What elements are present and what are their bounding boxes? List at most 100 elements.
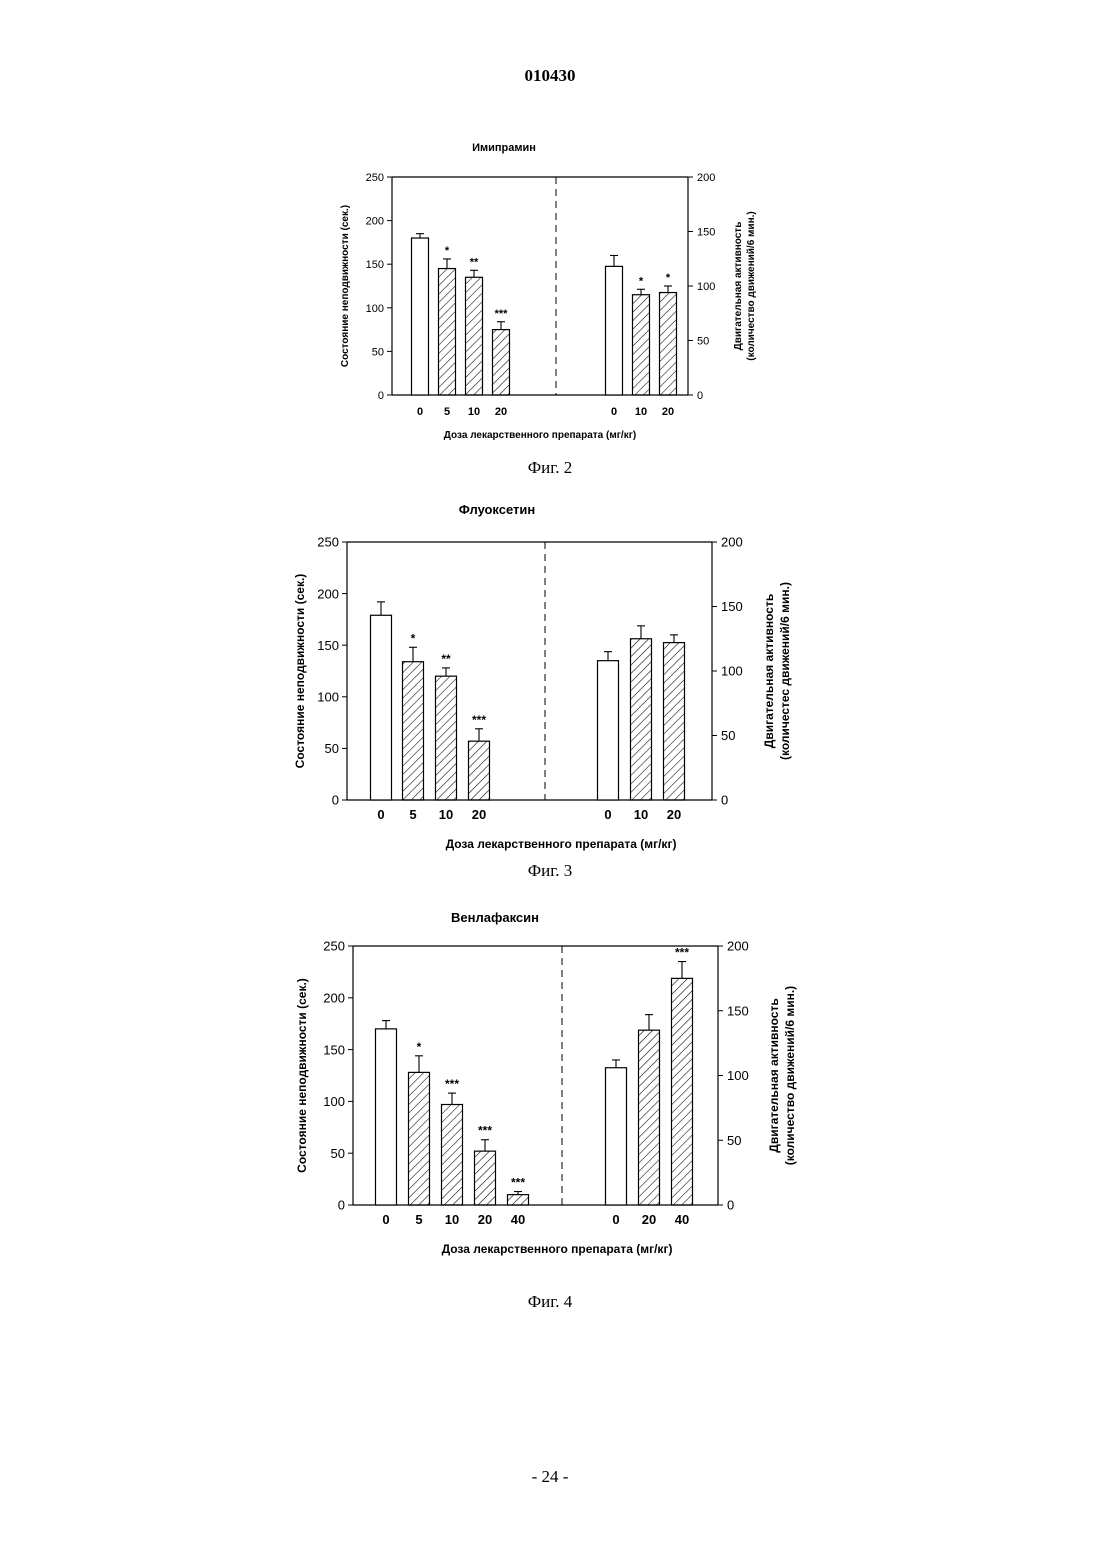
right-y-tick-label: 0 (697, 390, 703, 402)
left-x-tick-label: 5 (409, 807, 416, 822)
right-y-tick-label: 100 (727, 1068, 749, 1083)
left-bar-40 (508, 1195, 529, 1205)
right-bar-40 (672, 978, 693, 1205)
right-bar-20 (639, 1030, 660, 1205)
left-significance-marker: * (445, 245, 450, 257)
right-x-tick-label: 0 (611, 406, 617, 418)
right-x-tick-label: 0 (604, 807, 611, 822)
x-axis-label: Доза лекарственного препарата (мг/кг) (446, 837, 677, 851)
left-y-axis-label: Состояние неподвижности (сек.) (293, 574, 307, 769)
left-y-tick-label: 250 (366, 172, 384, 184)
right-y-tick-label: 50 (727, 1133, 741, 1148)
right-x-tick-label: 20 (662, 406, 674, 418)
left-x-tick-label: 0 (377, 807, 384, 822)
chart-title: Имипрамин (472, 142, 536, 154)
left-y-axis-label: Состояние неподвижности (сек.) (340, 205, 351, 367)
right-y-axis-label-line2: (количество движений/6 мин.) (746, 211, 757, 360)
document-number: 010430 (0, 66, 1100, 86)
x-axis-label: Доза лекарственного препарата (мг/кг) (444, 430, 636, 441)
right-y-tick-label: 100 (721, 664, 743, 679)
left-bar-10 (442, 1105, 463, 1205)
right-bar-0 (598, 661, 619, 800)
right-bar-10 (631, 639, 652, 800)
right-x-tick-label: 20 (642, 1212, 656, 1227)
figure-4-caption: Фиг. 4 (0, 1292, 1100, 1312)
venlafaxine-chart: Венлафаксин0501001502002500501001502000*… (0, 902, 1100, 1272)
left-x-tick-label: 20 (495, 406, 507, 418)
right-y-tick-label: 150 (721, 599, 743, 614)
left-bar-5 (439, 269, 456, 395)
left-y-tick-label: 50 (325, 741, 339, 756)
right-bar-20 (664, 643, 685, 800)
left-x-tick-label: 0 (417, 406, 423, 418)
right-x-tick-label: 0 (612, 1212, 619, 1227)
right-bar-10 (633, 295, 650, 395)
left-x-tick-label: 0 (382, 1212, 389, 1227)
left-significance-marker: *** (478, 1124, 492, 1138)
left-y-tick-label: 150 (323, 1042, 345, 1057)
page-number: - 24 - (0, 1467, 1100, 1487)
left-significance-marker: *** (445, 1077, 459, 1091)
left-x-tick-label: 10 (445, 1212, 459, 1227)
right-y-tick-label: 200 (697, 172, 715, 184)
right-x-tick-label: 10 (635, 406, 647, 418)
left-y-tick-label: 100 (323, 1094, 345, 1109)
figure-3-caption: Фиг. 3 (0, 861, 1100, 881)
right-y-tick-label: 0 (727, 1198, 734, 1213)
left-y-tick-label: 200 (317, 586, 339, 601)
right-y-tick-label: 150 (727, 1003, 749, 1018)
figure-2-caption: Фиг. 2 (0, 458, 1100, 478)
left-y-tick-label: 100 (317, 689, 339, 704)
left-significance-marker: * (411, 631, 416, 645)
left-significance-marker: * (417, 1040, 422, 1054)
right-bar-0 (606, 1068, 627, 1205)
right-x-tick-label: 10 (634, 807, 648, 822)
left-bar-20 (475, 1151, 496, 1205)
left-bar-20 (493, 330, 510, 395)
left-y-tick-label: 100 (366, 303, 384, 315)
right-y-tick-label: 200 (727, 939, 749, 954)
right-y-axis-label-line2: (количестес движений/6 мин.) (778, 582, 792, 760)
left-bar-0 (412, 238, 429, 395)
left-significance-marker: ** (470, 256, 479, 268)
right-y-axis-label-line1: Двигательная активность (762, 594, 776, 748)
left-y-tick-label: 50 (372, 346, 384, 358)
left-y-tick-label: 0 (338, 1198, 345, 1213)
right-y-axis-label-line2: (количество движений/6 мин.) (783, 986, 797, 1165)
left-x-tick-label: 40 (511, 1212, 525, 1227)
right-y-axis-label-line1: Двигательная активность (733, 222, 744, 351)
right-x-tick-label: 20 (667, 807, 681, 822)
left-y-tick-label: 250 (323, 939, 345, 954)
left-bar-5 (403, 662, 424, 800)
right-y-axis-label-line1: Двигательная активность (767, 998, 781, 1152)
left-y-tick-label: 0 (378, 390, 384, 402)
left-x-tick-label: 20 (472, 807, 486, 822)
left-y-tick-label: 250 (317, 535, 339, 550)
left-x-tick-label: 10 (468, 406, 480, 418)
right-significance-marker: * (666, 272, 671, 284)
chart-title: Венлафаксин (451, 910, 539, 925)
left-significance-marker: *** (511, 1176, 525, 1190)
right-y-tick-label: 150 (697, 226, 715, 238)
left-bar-20 (469, 741, 490, 800)
right-y-tick-label: 50 (697, 335, 709, 347)
left-x-tick-label: 5 (444, 406, 450, 418)
left-x-tick-label: 10 (439, 807, 453, 822)
right-significance-marker: * (639, 275, 644, 287)
left-y-tick-label: 200 (366, 216, 384, 228)
left-x-tick-label: 5 (415, 1212, 422, 1227)
left-bar-10 (436, 676, 457, 800)
left-y-tick-label: 200 (323, 990, 345, 1005)
right-bar-20 (660, 293, 677, 395)
right-y-tick-label: 100 (697, 281, 715, 293)
left-bar-10 (466, 277, 483, 395)
right-y-tick-label: 200 (721, 535, 743, 550)
left-y-tick-label: 150 (366, 259, 384, 271)
right-y-tick-label: 50 (721, 728, 735, 743)
left-significance-marker: *** (495, 308, 509, 320)
left-x-tick-label: 20 (478, 1212, 492, 1227)
left-significance-marker: *** (472, 713, 486, 727)
left-bar-5 (409, 1072, 430, 1205)
chart-title: Флуоксетин (459, 502, 536, 517)
left-bar-0 (371, 615, 392, 800)
